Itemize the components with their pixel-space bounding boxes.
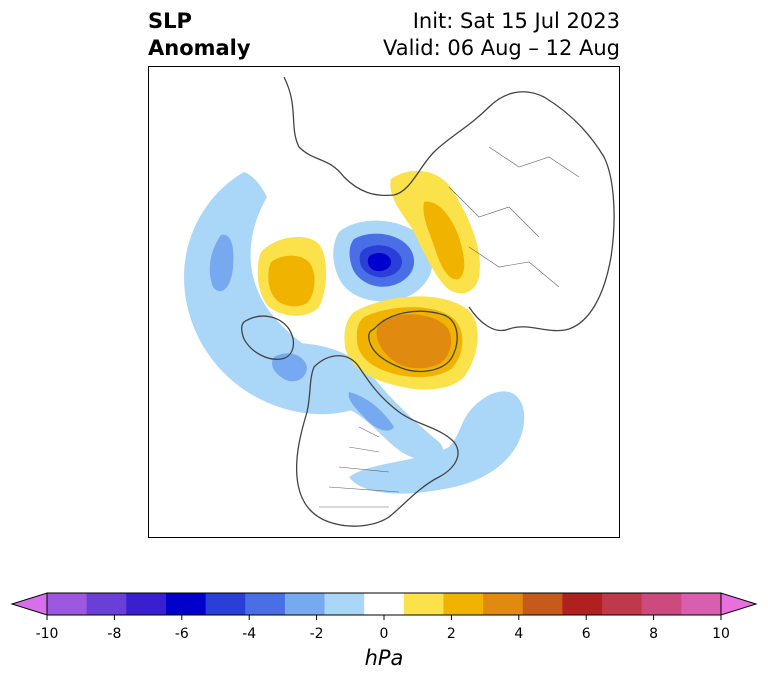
coastline-eurasia: [283, 76, 615, 332]
anomaly-ne-pacific-mid: [209, 234, 234, 292]
colorbar-unit-label: hPa: [364, 646, 404, 670]
anomaly-canada-mid: [348, 392, 394, 431]
map-dates: Init: Sat 15 Jul 2023 Valid: 06 Aug – 12…: [383, 8, 620, 62]
colorbar-tick-label: -10: [35, 626, 59, 642]
init-date-label: Init: Sat 15 Jul 2023: [412, 9, 620, 33]
valid-date-label: Valid: 06 Aug – 12 Aug: [382, 36, 620, 60]
colorbar-cell: [364, 593, 405, 615]
colorbar-tick-label: 8: [649, 626, 659, 642]
coastlines: [241, 76, 615, 527]
colorbar-cell: [205, 593, 246, 615]
colorbar-under-arrow: [10, 592, 48, 616]
colorbar-tick-label: 0: [379, 626, 389, 642]
colorbar-cell: [126, 593, 167, 615]
coastline-north-america: [295, 355, 459, 527]
colorbar-cell: [165, 593, 207, 615]
colorbar-cell: [443, 593, 484, 615]
colorbar-cell: [245, 593, 286, 615]
colorbar-ticks: [46, 615, 722, 620]
map-panel[interactable]: [148, 66, 620, 538]
anomaly-scandinavia-mid: [423, 201, 465, 280]
colorbar-tick-label: 10: [712, 626, 730, 642]
colorbar-cells: [47, 593, 722, 615]
colorbar-cell: [284, 593, 326, 615]
anomaly-fills: [184, 170, 525, 494]
colorbar-cell: [681, 593, 722, 615]
border-lines: [319, 146, 580, 508]
anomaly-ne-pacific-light: [184, 172, 384, 415]
colorbar-tick-label: 2: [446, 626, 456, 642]
colorbar-tick-label: -6: [174, 626, 189, 642]
anomaly-alaska-mid: [272, 353, 307, 382]
colorbar-cell: [562, 593, 603, 615]
map-svg: [184, 76, 615, 527]
map-title: SLP Anomaly: [148, 8, 251, 62]
anomaly-atlantic-light: [349, 391, 525, 494]
colorbar-cell: [403, 593, 444, 615]
colorbar-tick-label: 4: [514, 626, 524, 642]
anomaly-esiberia-mid: [268, 255, 315, 307]
colorbar-cell: [47, 593, 88, 615]
colorbar-cell: [483, 593, 524, 615]
anomaly-greenland-core: [376, 314, 452, 369]
anomaly-arctic-core: [367, 253, 392, 272]
title-line-2: Anomaly: [148, 36, 251, 60]
title-line-1: SLP: [148, 9, 192, 33]
colorbar-over-arrow: [720, 592, 758, 616]
colorbar: [10, 592, 758, 620]
colorbar-tick-label: -4: [242, 626, 257, 642]
colorbar-cell: [641, 593, 682, 615]
colorbar-tick-label: -2: [309, 626, 324, 642]
colorbar-tick-label: -8: [107, 626, 122, 642]
colorbar-cell: [522, 593, 563, 615]
colorbar-tick-label: 6: [581, 626, 591, 642]
borders: [319, 146, 580, 508]
colorbar-cell: [324, 593, 365, 615]
coastline-greenland: [368, 310, 458, 373]
colorbar-cell: [602, 593, 643, 615]
colorbar-cell: [86, 593, 127, 615]
coastline-alaska: [241, 315, 295, 360]
